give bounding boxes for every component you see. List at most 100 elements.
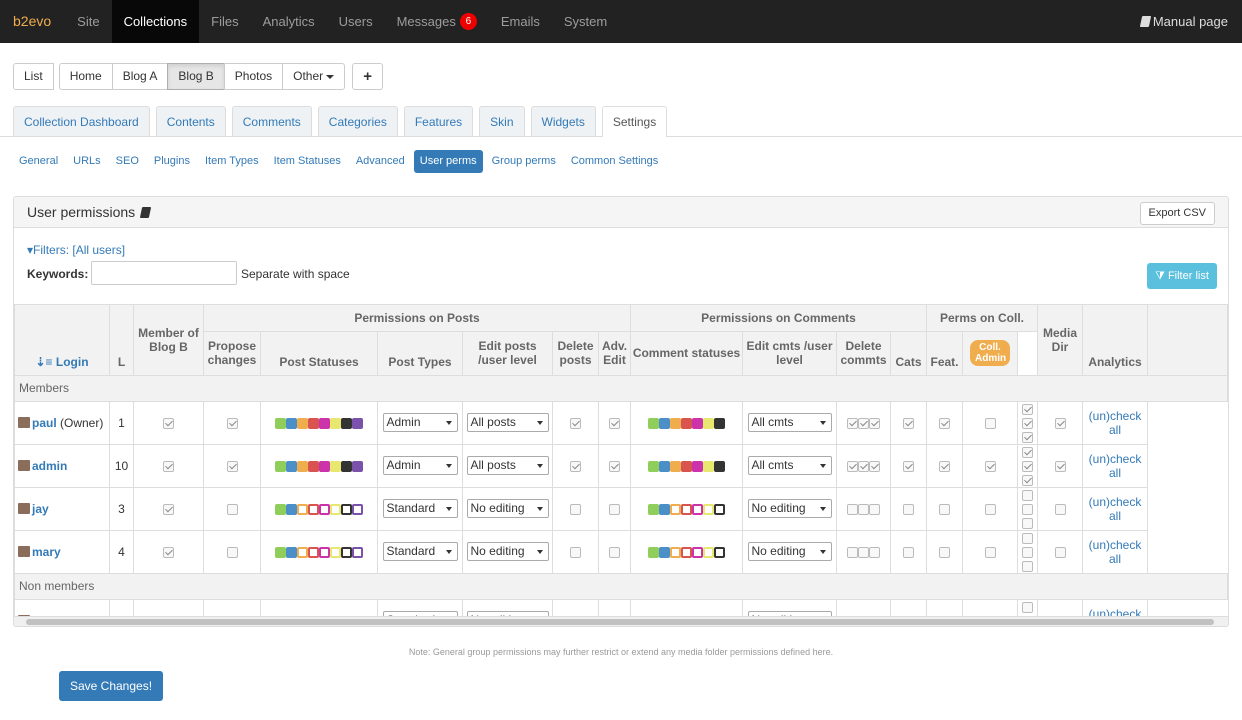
delete-cmts-checkbox[interactable] <box>869 460 880 472</box>
edit-posts-select[interactable]: No editing <box>466 542 549 561</box>
post-status-1[interactable] <box>286 460 297 472</box>
comment-status-2[interactable] <box>670 417 681 429</box>
comment-status-0[interactable] <box>648 460 659 472</box>
save-changes-button[interactable]: Save Changes! <box>59 671 163 701</box>
delete-cmts-checkbox[interactable] <box>847 417 858 429</box>
subtab-user-perms[interactable]: User perms <box>413 150 483 173</box>
book-icon[interactable] <box>139 206 152 218</box>
feat-checkbox[interactable] <box>939 503 950 515</box>
comment-status-3[interactable] <box>681 503 692 515</box>
analytics-checkbox[interactable] <box>1054 417 1066 429</box>
propose-checkbox[interactable] <box>226 417 238 429</box>
media-admin-checkbox[interactable] <box>1022 431 1033 443</box>
analytics-checkbox[interactable] <box>1054 460 1066 472</box>
user-login[interactable]: mary <box>32 544 61 559</box>
tab-contents[interactable]: Contents <box>155 106 226 136</box>
edit-cmts-select[interactable]: All cmts <box>747 413 832 432</box>
post-status-5[interactable] <box>330 417 341 429</box>
cats-checkbox[interactable] <box>903 417 914 429</box>
comment-status-6[interactable] <box>714 503 725 515</box>
comment-status-1[interactable] <box>659 417 670 429</box>
edit-cmts-select[interactable]: No editing <box>747 542 832 561</box>
user-login-cell[interactable]: jay <box>14 486 110 531</box>
post-status-5[interactable] <box>330 503 341 515</box>
subtab-item-statuses[interactable]: Item Statuses <box>273 155 341 167</box>
cats-checkbox[interactable] <box>903 546 914 558</box>
feat-checkbox[interactable] <box>939 417 950 429</box>
blog-b-button[interactable]: Blog B <box>167 63 225 90</box>
delete-cmts-checkbox[interactable] <box>847 546 858 558</box>
nav-analytics[interactable]: Analytics <box>262 14 315 29</box>
coll-admin-checkbox[interactable] <box>984 417 996 429</box>
nav-emails[interactable]: Emails <box>500 14 540 29</box>
media-write-checkbox[interactable] <box>1022 503 1033 515</box>
post-status-6[interactable] <box>341 503 352 515</box>
add-collection-button[interactable]: + <box>352 63 384 90</box>
subtab-common-settings[interactable]: Common Settings <box>570 155 659 167</box>
post-status-7[interactable] <box>352 546 363 558</box>
comment-status-4[interactable] <box>692 546 703 558</box>
subtab-general[interactable]: General <box>19 155 59 167</box>
post-status-3[interactable] <box>308 546 319 558</box>
post-types-select[interactable]: Standard <box>382 542 458 561</box>
uncheck-all-link[interactable]: (un)check all <box>1082 443 1148 488</box>
post-types-select[interactable]: Admin <box>382 456 458 475</box>
adv-edit-checkbox[interactable] <box>609 546 620 558</box>
tab-comments[interactable]: Comments <box>231 106 312 136</box>
post-status-6[interactable] <box>341 417 352 429</box>
propose-checkbox[interactable] <box>226 460 238 472</box>
post-status-0[interactable] <box>275 417 286 429</box>
comment-status-0[interactable] <box>648 503 659 515</box>
tab-widgets[interactable]: Widgets <box>530 106 596 136</box>
edit-posts-select[interactable]: All posts <box>466 456 549 475</box>
delete-cmts-checkbox[interactable] <box>858 503 869 515</box>
comment-status-1[interactable] <box>659 503 670 515</box>
comment-status-1[interactable] <box>659 546 670 558</box>
nav-system[interactable]: System <box>563 14 608 29</box>
subtab-urls[interactable]: URLs <box>73 155 101 167</box>
feat-checkbox[interactable] <box>939 460 950 472</box>
cats-checkbox[interactable] <box>903 460 914 472</box>
post-status-4[interactable] <box>319 503 330 515</box>
post-status-1[interactable] <box>286 546 297 558</box>
comment-status-5[interactable] <box>703 503 714 515</box>
edit-posts-select[interactable]: All posts <box>466 413 549 432</box>
uncheck-all-link[interactable]: (un)check all <box>1082 400 1148 445</box>
scrollbar-thumb[interactable] <box>26 619 1214 625</box>
comment-status-0[interactable] <box>648 546 659 558</box>
media-read-checkbox[interactable] <box>1022 403 1033 415</box>
media-read-checkbox[interactable] <box>1022 489 1033 501</box>
comment-status-1[interactable] <box>659 460 670 472</box>
delete-posts-checkbox[interactable] <box>570 503 581 515</box>
post-status-0[interactable] <box>275 503 286 515</box>
delete-posts-checkbox[interactable] <box>570 460 581 472</box>
coll-admin-checkbox[interactable] <box>984 460 996 472</box>
post-status-2[interactable] <box>297 546 308 558</box>
comment-status-2[interactable] <box>670 460 681 472</box>
blog-other-dropdown[interactable]: Other <box>282 63 346 90</box>
media-admin-checkbox[interactable] <box>1022 474 1033 486</box>
post-status-4[interactable] <box>319 460 330 472</box>
user-login[interactable]: paul <box>32 415 57 430</box>
subtab-advanced[interactable]: Advanced <box>355 155 405 167</box>
subtab-item-types[interactable]: Item Types <box>204 155 259 167</box>
tab-categories[interactable]: Categories <box>317 106 398 136</box>
post-status-3[interactable] <box>308 460 319 472</box>
post-status-5[interactable] <box>330 546 341 558</box>
comment-status-6[interactable] <box>714 460 725 472</box>
delete-cmts-checkbox[interactable] <box>858 417 869 429</box>
filter-list-button[interactable]: ⧩ Filter list <box>1147 263 1217 289</box>
media-read-checkbox[interactable] <box>1022 532 1033 544</box>
member-checkbox[interactable] <box>163 503 174 515</box>
comment-status-0[interactable] <box>648 417 659 429</box>
comment-status-2[interactable] <box>670 546 681 558</box>
comment-status-4[interactable] <box>692 460 703 472</box>
comment-status-3[interactable] <box>681 546 692 558</box>
blog-photos-button[interactable]: Photos <box>223 63 284 90</box>
delete-cmts-checkbox[interactable] <box>869 417 880 429</box>
tab-features[interactable]: Features <box>403 106 474 136</box>
adv-edit-checkbox[interactable] <box>609 417 620 429</box>
post-types-select[interactable]: Standard <box>382 499 458 518</box>
delete-posts-checkbox[interactable] <box>570 546 581 558</box>
user-login[interactable]: admin <box>32 458 68 473</box>
